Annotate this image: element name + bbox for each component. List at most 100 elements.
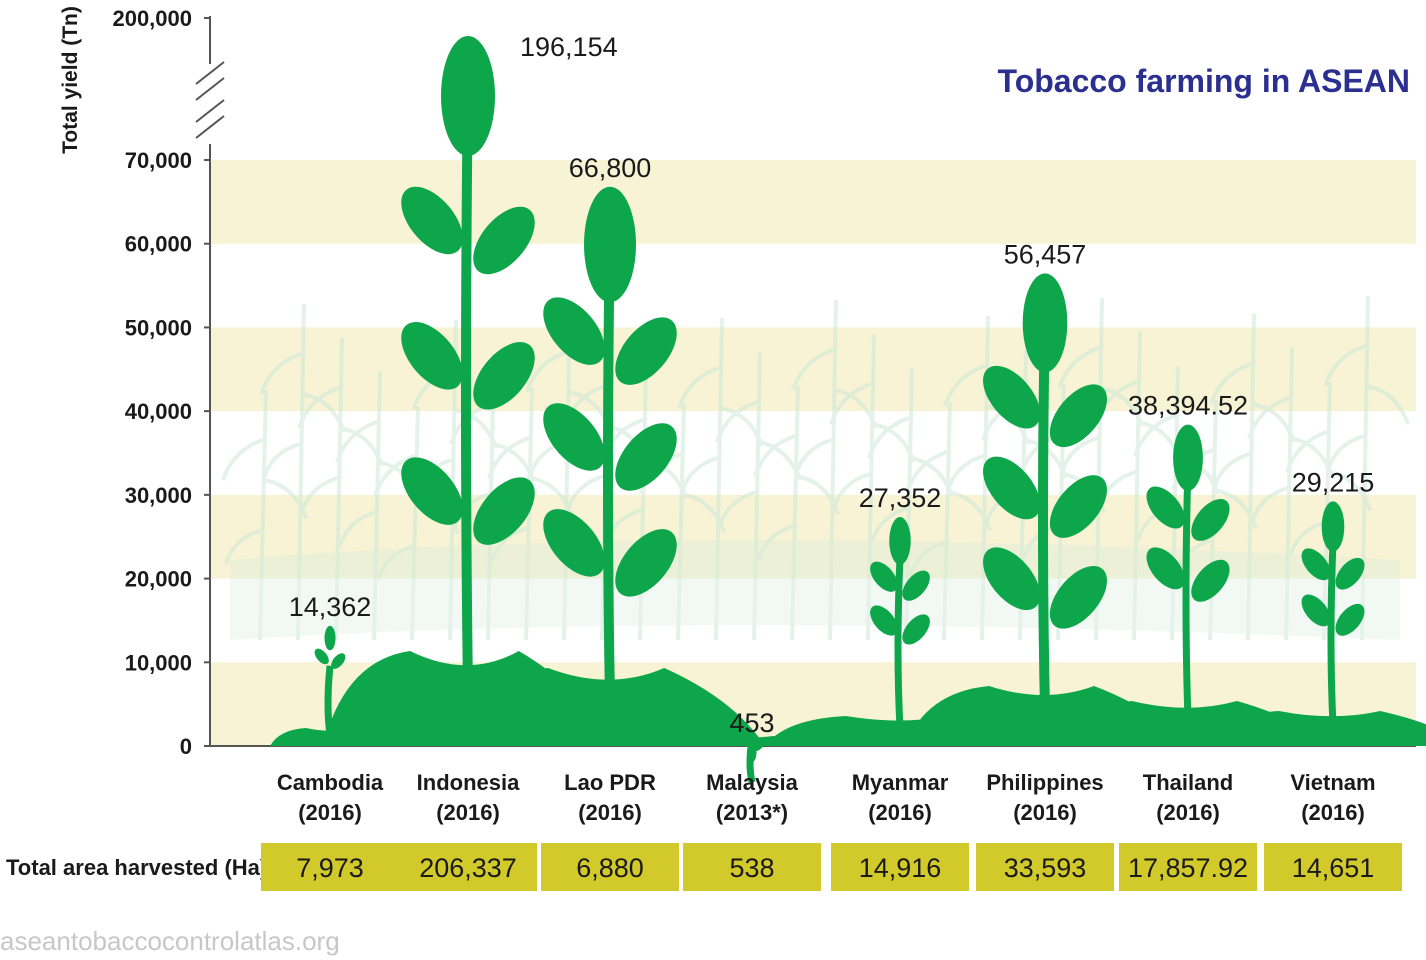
y-tick-label: 70,000 [125, 148, 192, 173]
plant-leaf [1146, 547, 1185, 590]
plant-leaf [738, 733, 751, 748]
category-label: Malaysia [706, 770, 798, 795]
area-box [399, 843, 537, 891]
field-stalk [638, 369, 648, 641]
area-box [261, 843, 399, 891]
plant-leaf [1049, 475, 1107, 538]
area-value: 33,593 [1004, 853, 1087, 883]
value-label: 29,215 [1292, 467, 1375, 497]
field-stalk [372, 371, 382, 641]
category-year: (2016) [868, 800, 932, 825]
value-label: 38,394.52 [1128, 391, 1248, 421]
plant-leaf [753, 737, 766, 752]
plant-stem [1182, 464, 1192, 720]
value-label: 14,362 [289, 592, 372, 622]
area-box [541, 843, 679, 891]
plant-leaf [1335, 603, 1365, 636]
field-leaf [487, 436, 574, 563]
y-tick-label: 0 [180, 734, 192, 759]
field-stalk [334, 337, 344, 641]
plant-leaf [331, 653, 346, 669]
field-ground [230, 540, 1400, 640]
area-box [831, 843, 969, 891]
field-stalk [752, 351, 762, 641]
category-year: (2016) [578, 800, 642, 825]
y-tick-label: 10,000 [125, 650, 192, 675]
area-value: 538 [729, 853, 774, 883]
plant-leaf [1191, 498, 1230, 541]
plant-leaf [401, 457, 463, 525]
y-tick-label: 40,000 [125, 399, 192, 424]
plant-leaf [615, 423, 677, 491]
category-year: (2016) [298, 800, 362, 825]
plant-leaf [983, 547, 1041, 611]
field-stalk [1284, 347, 1294, 641]
field-stalk [1246, 313, 1256, 641]
category-labels: Cambodia (2016) Indonesia (2016) Lao PDR (201… [277, 770, 1376, 825]
category-label: Vietnam [1290, 770, 1375, 795]
area-value: 14,651 [1292, 853, 1375, 883]
plant-leaf [1173, 424, 1203, 491]
plant-leaf [870, 561, 898, 592]
plant-leaf [401, 322, 463, 390]
chart-title: Tobacco farming in ASEAN [998, 63, 1410, 99]
area-value: 6,880 [576, 853, 644, 883]
plant-leaf [543, 509, 605, 577]
category-year: (2016) [1301, 800, 1365, 825]
y-axis-label: Total yield (Tn) [59, 6, 82, 154]
plant-leaf [543, 297, 605, 365]
plant-leaf [889, 517, 911, 565]
plant-leaf [1146, 486, 1185, 529]
value-label: 196,154 [520, 32, 618, 62]
y-tick-label: 30,000 [125, 483, 192, 508]
y-axis [195, 16, 225, 746]
plant-leaf [401, 186, 463, 255]
plant-leaf [543, 403, 605, 471]
plant-leaf [983, 365, 1041, 429]
area-row-label: Total area harvested (Ha) [6, 855, 267, 880]
area-box [1264, 843, 1402, 891]
field-illustration [221, 295, 1410, 641]
field-stalk [828, 299, 838, 641]
area-box [683, 843, 821, 891]
field-leaf [905, 450, 992, 577]
plant-leaf [1301, 548, 1331, 581]
plant-leaf [1022, 273, 1068, 373]
plant-leaf [1191, 559, 1230, 602]
plant-leaf [870, 605, 898, 636]
field-leaf [221, 438, 308, 565]
field-stalk [1360, 295, 1370, 641]
plant-stem [894, 556, 904, 729]
plant-bar [455, 186, 765, 746]
y-tick-label: 50,000 [125, 315, 192, 340]
area-harvested-row: Total area harvested (Ha) 7,973 206,337 6,… [6, 843, 1402, 891]
plant-bar [323, 36, 613, 746]
field-stalk [714, 317, 724, 641]
plant-leaf [1049, 384, 1107, 448]
field-stalk [562, 301, 572, 641]
field-stalk [524, 387, 534, 641]
value-label: 453 [729, 708, 774, 738]
field-stalk [410, 405, 420, 641]
plant-leaf [902, 570, 930, 601]
field-stalk [866, 333, 876, 641]
field-stalk [676, 403, 686, 641]
value-label: 66,800 [569, 153, 652, 183]
plant-bars [270, 36, 1426, 783]
plant-leaf [314, 648, 329, 665]
field-stalk [942, 401, 952, 641]
area-value: 7,973 [296, 853, 364, 883]
category-year: (2016) [436, 800, 500, 825]
area-box [1119, 843, 1257, 891]
category-label: Myanmar [852, 770, 949, 795]
field-leaf [1285, 430, 1372, 557]
field-leaf [753, 434, 840, 561]
plant-leaf [983, 456, 1041, 520]
area-value: 17,857.92 [1128, 853, 1248, 883]
plant-leaf [473, 206, 535, 275]
y-tick-label: 60,000 [125, 232, 192, 257]
grid-band [210, 160, 1416, 244]
value-label: 27,352 [859, 483, 942, 513]
plant-leaf [1049, 565, 1107, 629]
